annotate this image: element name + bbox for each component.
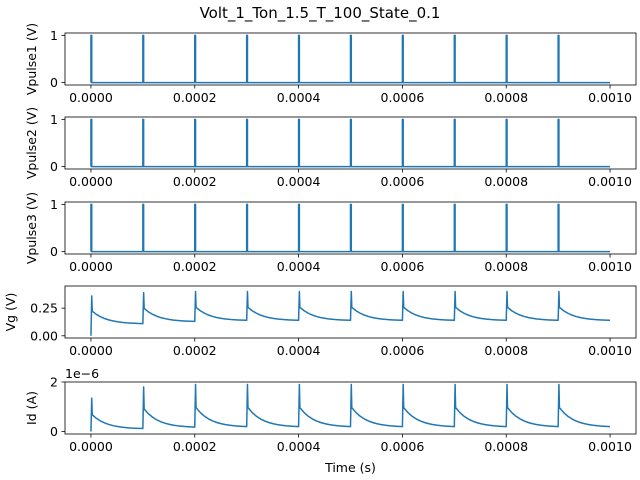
series-line-vpulse3 — [90, 203, 611, 253]
y-offset-text: 1e−6 — [65, 366, 99, 381]
x-tick-label: 0.0008 — [484, 174, 528, 189]
x-tick-label: 0.0004 — [277, 259, 321, 274]
series-line-id — [90, 383, 611, 432]
x-tick-label: 0.0000 — [69, 343, 113, 358]
x-tick-label: 0.0006 — [381, 174, 425, 189]
axes-frame — [64, 32, 637, 86]
x-tick-label: 0.0006 — [381, 439, 425, 454]
axes-frame — [64, 201, 637, 255]
x-tick-label: 0.0006 — [381, 90, 425, 105]
figure-title: Volt_1_Ton_1.5_T_100_State_0.1 — [200, 4, 441, 23]
y-axis-label: Vpulse2 (V) — [24, 107, 39, 179]
x-tick-label: 0.0010 — [588, 174, 632, 189]
y-tick-label: 0.00 — [30, 328, 58, 343]
x-tick-label: 0.0000 — [69, 259, 113, 274]
x-tick-label: 0.0008 — [484, 343, 528, 358]
y-tick-label: 0 — [50, 159, 58, 174]
y-tick-label: 0 — [50, 244, 58, 259]
x-tick-label: 0.0008 — [484, 439, 528, 454]
x-tick-label: 0.0010 — [588, 343, 632, 358]
y-axis-label: Vg (V) — [3, 293, 18, 332]
x-tick-label: 0.0004 — [277, 174, 321, 189]
x-tick-label: 0.0010 — [588, 259, 632, 274]
y-axis-label: Vpulse1 (V) — [24, 23, 39, 95]
subplot-3: 0.0000 0.0002 0.0004 0.0006 0.0008 0.0010 0 1 Vp… — [24, 192, 637, 274]
series-line-vpulse1 — [90, 34, 611, 84]
x-tick-label: 0.0010 — [588, 439, 632, 454]
y-tick-label: 1 — [50, 28, 58, 43]
x-tick-label: 0.0002 — [173, 439, 217, 454]
x-axis-label: Time (s) — [324, 460, 376, 475]
y-tick-label: 1 — [50, 112, 58, 127]
x-tick-label: 0.0002 — [173, 90, 217, 105]
subplot-4: 0.0000 0.0002 0.0004 0.0006 0.0008 0.0010 0.00… — [3, 285, 637, 358]
x-tick-label: 0.0008 — [484, 90, 528, 105]
x-tick-label: 0.0002 — [173, 343, 217, 358]
y-axis-label: Id (A) — [24, 391, 39, 425]
subplots: 0.0000 0.0002 0.0004 0.0006 0.0008 0.001001Vp… — [3, 23, 637, 475]
y-tick-label: 2 — [50, 375, 58, 390]
x-tick-label: 0.0002 — [173, 259, 217, 274]
series-line-vpulse2 — [90, 118, 611, 168]
x-tick-label: 0.0002 — [173, 174, 217, 189]
y-tick-label: 1 — [50, 197, 58, 212]
subplot-5: 0.0000 0.0002 0.0004 0.0006 0.0008 0.0010 0 2 1e… — [24, 366, 637, 475]
series-line-vg — [90, 290, 611, 336]
subplot-1: 0.0000 0.0002 0.0004 0.0006 0.0008 0.0010 0 1 Vp… — [24, 23, 637, 105]
x-tick-label: 0.0004 — [277, 343, 321, 358]
y-axis-label: Vpulse3 (V) — [24, 192, 39, 264]
y-tick-label: 0.25 — [30, 301, 58, 316]
subplot-2: 0.0000 0.0002 0.0004 0.0006 0.0008 0.0010 0 1 Vp… — [24, 107, 637, 189]
x-tick-label: 0.0000 — [69, 90, 113, 105]
x-tick-label: 0.0006 — [381, 259, 425, 274]
y-tick-label: 0 — [50, 424, 58, 439]
axes-frame — [64, 285, 637, 339]
axes-frame — [64, 381, 637, 435]
x-tick-label: 0.0006 — [381, 343, 425, 358]
x-tick-label: 0.0004 — [277, 90, 321, 105]
y-tick-label: 0 — [50, 75, 58, 90]
axes-frame — [64, 116, 637, 170]
x-tick-label: 0.0010 — [588, 90, 632, 105]
x-tick-label: 0.0004 — [277, 439, 321, 454]
x-tick-label: 0.0000 — [69, 174, 113, 189]
x-tick-label: 0.0008 — [484, 259, 528, 274]
x-tick-label: 0.0000 — [69, 439, 113, 454]
